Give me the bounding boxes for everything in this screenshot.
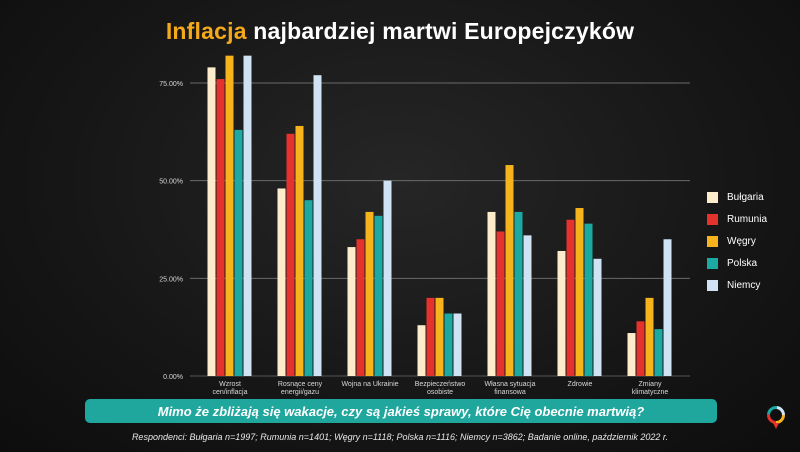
y-tick-label: 50.00% (159, 179, 183, 186)
title-rest: najbardziej martwi Europejczyków (246, 18, 635, 44)
bar-bułgaria (207, 67, 216, 376)
bar-polska (304, 200, 313, 376)
bar-bułgaria (487, 211, 496, 376)
bar-rumunia (496, 231, 505, 376)
y-tick-label: 25.00% (159, 276, 183, 283)
bar-węgry (505, 165, 514, 376)
bar-rumunia (566, 219, 575, 376)
bar-bułgaria (557, 250, 566, 376)
bar-bułgaria (627, 333, 636, 376)
bar-rumunia (356, 239, 365, 376)
bar-niemcy (593, 258, 602, 376)
bar-polska (584, 223, 593, 376)
chart-title: Inflacja najbardziej martwi Europejczykó… (0, 18, 800, 45)
bar-niemcy (453, 313, 462, 376)
bar-rumunia (636, 321, 645, 376)
legend-label: Rumunia (727, 213, 768, 225)
x-tick-label: Własna sytuacja finansowa (485, 381, 536, 396)
x-tick-label: Wzrost cen/inflacja (212, 381, 247, 396)
bar-węgry (225, 55, 234, 377)
legend-item: Węgry (707, 230, 767, 252)
legend-swatch (707, 279, 718, 291)
bar-węgry (295, 125, 304, 377)
bar-węgry (435, 297, 444, 376)
x-tick-label: Rosnące ceny energii/gazu (278, 381, 323, 396)
legend-label: Polska (727, 257, 758, 269)
bar-rumunia (216, 79, 225, 377)
bar-węgry (575, 208, 584, 376)
bar-niemcy (243, 55, 252, 377)
bar-rumunia (426, 297, 435, 376)
bar-niemcy (663, 239, 672, 376)
legend-item: Polska (707, 252, 767, 274)
x-tick-label: Zmiany klimatyczne (632, 381, 669, 396)
bar-chart: 0.00% 25.00% 50.00% 75.00% Wzrost cen/inflacj… (159, 55, 690, 396)
y-tick-label: 0.00% (163, 374, 183, 381)
legend-item: Niemcy (707, 274, 767, 296)
x-tick-label: Zdrowie (568, 381, 593, 388)
chart-legend: Bułgaria Rumunia Węgry Polska Niemcy (707, 186, 767, 296)
bar-bułgaria (277, 188, 286, 376)
bar-bułgaria (417, 325, 426, 376)
title-accent: Inflacja (165, 18, 247, 44)
brand-logo-icon (767, 406, 785, 429)
y-tick-label: 75.00% (159, 81, 183, 88)
bar-polska (374, 215, 383, 376)
bar-bułgaria (347, 247, 356, 376)
footnote: Respondenci: Bułgaria n=1997; Rumunia n=… (131, 432, 669, 442)
bar-niemcy (383, 180, 392, 376)
bar-polska (514, 211, 523, 376)
x-tick-label: Bezpieczeństwo osobiste (415, 381, 466, 396)
legend-label: Bułgaria (727, 191, 764, 203)
bar-polska (654, 329, 663, 376)
legend-swatch (707, 235, 718, 247)
legend-swatch (707, 213, 718, 225)
survey-question-banner: Mimo że zbliżają się wakacje, czy są jak… (85, 399, 717, 423)
bar-rumunia (286, 133, 295, 376)
legend-item: Rumunia (707, 208, 767, 230)
bar-niemcy (313, 75, 322, 376)
x-tick-label: Wojna na Ukrainie (341, 381, 398, 388)
bar-polska (444, 313, 453, 376)
bar-węgry (645, 297, 654, 376)
bar-niemcy (523, 235, 532, 376)
bar-węgry (365, 211, 374, 376)
legend-label: Niemcy (727, 279, 761, 291)
legend-label: Węgry (727, 235, 756, 247)
legend-swatch (707, 257, 718, 269)
bar-polska (234, 129, 243, 376)
legend-item: Bułgaria (707, 186, 767, 208)
legend-swatch (707, 191, 718, 203)
